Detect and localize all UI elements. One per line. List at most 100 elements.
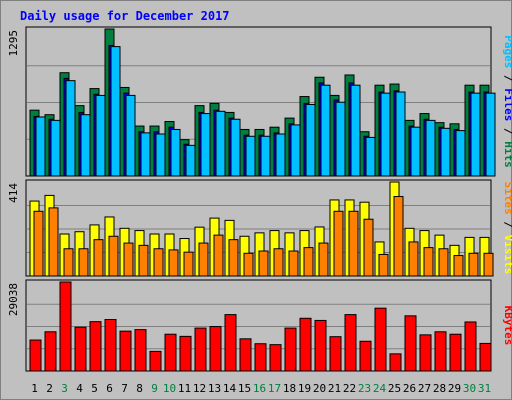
x-axis-tick-labels: 1 2 3 4 5 6 7 8 9 10 11 12 13 14 15 16 17 18 19 20 21 22 23 24 2… (31, 382, 491, 395)
bar-kbytes-day-27 (419, 334, 432, 372)
bar-sites-day-10 (168, 249, 179, 277)
bar-pages-day-30 (470, 92, 481, 177)
axis-label-separator: / (502, 68, 512, 88)
bar-sites-day-23 (363, 218, 374, 277)
bar-kbytes-day-14 (224, 314, 237, 372)
bar-sites-day-11 (183, 251, 194, 277)
bar-kbytes-day-5 (89, 321, 102, 372)
bar-pages-day-3 (65, 80, 76, 177)
panel-kbytes: 29038 KBytes (7, 279, 512, 372)
x-tick-label-8: 8 (136, 382, 143, 395)
x-tick-label-20: 20 (313, 382, 326, 395)
x-tick-label-17: 17 (268, 382, 281, 395)
bar-sites-day-22 (348, 210, 359, 277)
panel-axis-label: Sites / Visits (502, 182, 512, 275)
bar-kbytes-day-24 (374, 307, 387, 372)
bar-kbytes-day-18 (284, 327, 297, 372)
panel-visits-sites: 414 Sites / Visits (7, 179, 512, 277)
bar-pages-day-10 (170, 128, 181, 177)
x-tick-label-2: 2 (46, 382, 53, 395)
bar-pages-day-4 (80, 114, 91, 177)
bar-kbytes-day-21 (329, 336, 342, 372)
x-tick-label-24: 24 (373, 382, 387, 395)
axis-label-separator: / (502, 121, 512, 141)
bar-pages-day-23 (365, 136, 376, 177)
bar-pages-day-27 (425, 119, 436, 177)
bar-pages-day-26 (410, 126, 421, 177)
bar-kbytes-day-15 (239, 338, 252, 372)
bar-sites-day-21 (333, 210, 344, 277)
bar-sites-day-4 (78, 248, 89, 277)
bar-kbytes-day-12 (194, 327, 207, 372)
bar-kbytes-day-7 (119, 330, 132, 372)
panel-max-label: 414 (7, 183, 20, 203)
bar-kbytes-day-31 (479, 342, 492, 372)
chart-panels: 1295 Pages / Files / Hits 414 Sites / Visit… (7, 26, 512, 372)
panel-hits-files-pages: 1295 Pages / Files / Hits (7, 26, 512, 177)
x-tick-label-29: 29 (448, 382, 461, 395)
bar-pages-day-29 (455, 130, 466, 177)
x-tick-label-13: 13 (208, 382, 221, 395)
x-tick-label-10: 10 (163, 382, 176, 395)
bar-sites-day-28 (438, 248, 449, 277)
bar-pages-day-20 (320, 84, 331, 177)
x-tick-label-11: 11 (178, 382, 191, 395)
bar-sites-day-31 (483, 252, 494, 277)
bar-pages-day-1 (35, 116, 46, 177)
x-tick-label-30: 30 (463, 382, 476, 395)
panel-max-label: 1295 (7, 30, 20, 57)
bar-sites-day-20 (318, 242, 329, 277)
x-tick-label-4: 4 (76, 382, 83, 395)
bar-pages-day-16 (260, 135, 271, 177)
x-tick-label-25: 25 (388, 382, 401, 395)
bar-sites-day-9 (153, 248, 164, 277)
axis-label-hits: Hits (502, 141, 512, 168)
bar-kbytes-day-13 (209, 326, 222, 372)
bar-sites-day-26 (408, 241, 419, 277)
x-tick-label-15: 15 (238, 382, 251, 395)
x-tick-label-21: 21 (328, 382, 341, 395)
panel-axis-label: KBytes (502, 306, 512, 346)
bar-kbytes-day-4 (74, 326, 87, 372)
bar-sites-day-1 (33, 210, 44, 277)
bar-kbytes-day-2 (44, 331, 57, 372)
panel-axis-label: Pages / Files / Hits (502, 35, 512, 168)
axis-label-pages: Pages (502, 35, 512, 68)
bar-kbytes-day-10 (164, 333, 177, 372)
x-tick-label-26: 26 (403, 382, 416, 395)
series-pages (35, 46, 496, 177)
bar-kbytes-day-16 (254, 343, 267, 372)
bar-pages-day-19 (305, 103, 316, 177)
bar-kbytes-day-20 (314, 319, 327, 372)
bar-sites-day-30 (468, 252, 479, 277)
bar-pages-day-25 (395, 91, 406, 177)
bar-kbytes-day-17 (269, 344, 282, 372)
axis-label-files: Files (502, 88, 512, 121)
x-tick-label-27: 27 (418, 382, 431, 395)
bar-sites-day-2 (48, 207, 59, 277)
x-tick-label-6: 6 (106, 382, 113, 395)
bar-sites-day-12 (198, 242, 209, 277)
bar-kbytes-day-29 (449, 333, 462, 372)
x-tick-label-3: 3 (61, 382, 68, 395)
bar-pages-day-18 (290, 124, 301, 177)
series-sites (33, 196, 494, 277)
x-tick-label-18: 18 (283, 382, 296, 395)
bar-sites-day-17 (273, 248, 284, 277)
bar-sites-day-27 (423, 247, 434, 277)
bar-kbytes-day-26 (404, 315, 417, 372)
bar-sites-day-7 (123, 242, 134, 277)
bar-sites-day-3 (63, 248, 74, 277)
bar-sites-day-16 (258, 250, 269, 277)
bar-kbytes-day-6 (104, 319, 117, 372)
bar-pages-day-2 (50, 119, 61, 177)
bar-pages-day-12 (200, 113, 211, 177)
bar-sites-day-29 (453, 255, 464, 277)
x-tick-label-22: 22 (343, 382, 356, 395)
axis-label-kbytes: KBytes (502, 306, 512, 346)
bar-pages-day-28 (440, 127, 451, 177)
bar-sites-day-8 (138, 244, 149, 277)
x-tick-label-5: 5 (91, 382, 98, 395)
